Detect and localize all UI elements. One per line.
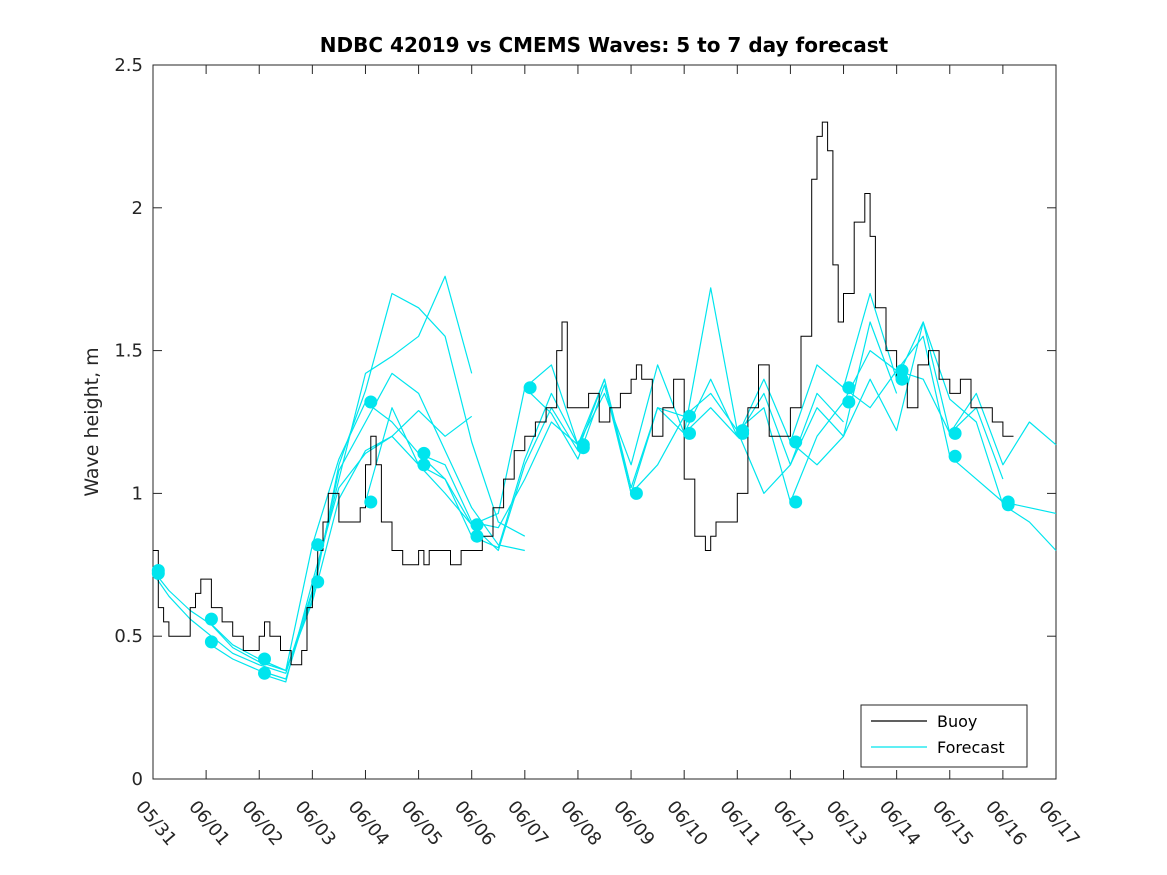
- forecast-marker: [417, 446, 431, 460]
- forecast-marker: [470, 529, 484, 543]
- y-tick-label: 0: [132, 769, 143, 790]
- legend-forecast-label: Forecast: [937, 738, 1005, 757]
- forecast-marker: [417, 458, 431, 472]
- plot-border: [152, 64, 1057, 780]
- chart-title: NDBC 42019 vs CMEMS Waves: 5 to 7 day fo…: [320, 33, 889, 57]
- buoy-line: [153, 121, 1014, 666]
- forecast-marker: [895, 372, 909, 386]
- forecast-marker: [258, 666, 271, 680]
- legend-box: [860, 704, 1028, 768]
- forecast-marker: [470, 518, 484, 532]
- forecast-marker: [523, 381, 537, 395]
- y-tick-label: 2.5: [114, 55, 143, 76]
- forecast-marker: [736, 426, 750, 440]
- forecast-marker: [204, 635, 218, 649]
- y-axis-label: Wave height, m: [81, 347, 103, 496]
- y-tick-label: 1.5: [114, 341, 143, 362]
- forecast-line: [790, 321, 1057, 551]
- forecast-marker: [151, 566, 165, 580]
- forecast-marker: [842, 395, 856, 409]
- y-tick-label: 1: [132, 483, 143, 504]
- legend-buoy-label: Buoy: [937, 712, 977, 731]
- forecast-marker: [683, 409, 696, 423]
- plot-frame: [152, 64, 1057, 780]
- forecast-marker: [258, 652, 271, 666]
- forecast-marker: [948, 426, 962, 440]
- y-tick-label: 0.5: [114, 626, 143, 647]
- forecast-marker: [576, 441, 590, 455]
- forecast-marker: [683, 426, 696, 440]
- buoy-series: [153, 121, 1014, 666]
- forecast-marker: [629, 486, 643, 500]
- forecast-marker: [204, 612, 218, 626]
- forecast-marker: [311, 575, 325, 589]
- forecast-marker: [1001, 498, 1015, 512]
- forecast-marker: [364, 395, 378, 409]
- legend: Buoy Forecast: [860, 704, 1028, 768]
- forecast-marker: [948, 449, 962, 463]
- forecast-marker: [842, 381, 856, 395]
- forecast-marker: [311, 538, 325, 552]
- forecast-markers: [151, 364, 1015, 680]
- forecast-marker: [789, 495, 803, 509]
- forecast-marker: [789, 435, 803, 449]
- forecast-marker: [364, 495, 378, 509]
- y-tick-label: 2: [132, 198, 143, 219]
